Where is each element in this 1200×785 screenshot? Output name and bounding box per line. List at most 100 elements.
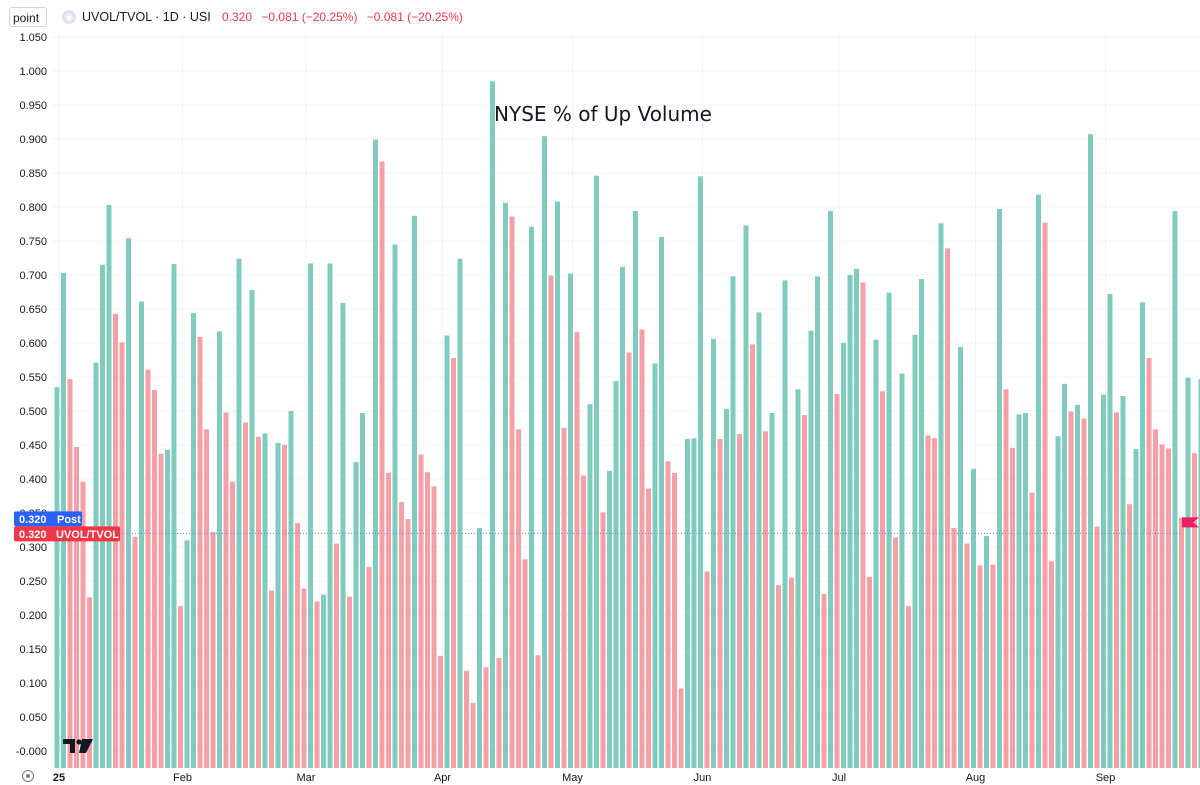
bar[interactable] [418,454,424,768]
bar[interactable] [951,527,957,768]
bar[interactable] [847,275,853,768]
bar[interactable] [678,688,684,768]
bar[interactable] [1036,194,1041,768]
bar[interactable] [204,429,209,768]
bar[interactable] [886,292,892,768]
bar[interactable] [665,461,671,768]
bar[interactable] [633,211,638,768]
bar[interactable] [568,273,573,768]
bar[interactable] [314,601,320,768]
bar[interactable] [184,540,190,768]
bar[interactable] [1088,134,1093,769]
bar[interactable] [1153,429,1158,768]
bar[interactable] [1172,211,1178,768]
bar[interactable] [607,470,612,768]
bar[interactable] [802,415,807,768]
bar[interactable] [548,275,554,768]
bar[interactable] [249,289,255,768]
bar[interactable] [587,404,593,768]
bar[interactable] [795,389,801,768]
bar[interactable] [529,226,534,769]
bar[interactable] [100,264,105,768]
bar[interactable] [243,422,248,768]
bar[interactable] [431,486,437,768]
bar[interactable] [1068,411,1074,768]
bar[interactable] [353,462,359,768]
bar[interactable] [1075,404,1080,768]
tradingview-logo-icon[interactable] [62,738,94,754]
bar[interactable] [691,438,697,768]
bar[interactable] [1055,436,1061,768]
legend-title[interactable]: UVOL/TVOL · 1D · USI [82,10,211,24]
bar[interactable] [405,519,411,768]
bar[interactable] [230,481,235,768]
bar[interactable] [74,447,79,768]
bar[interactable] [451,357,456,768]
bar[interactable] [139,301,144,768]
bar[interactable] [1003,389,1009,768]
bar[interactable] [67,379,73,768]
bar[interactable] [737,434,742,768]
bar[interactable] [373,139,378,768]
bar[interactable] [776,585,781,768]
bar[interactable] [1023,413,1028,768]
bar[interactable] [158,453,164,768]
bar[interactable] [834,394,840,768]
bar[interactable] [750,344,755,768]
bar[interactable] [197,336,203,768]
bar[interactable] [210,532,216,768]
bar[interactable] [860,282,866,768]
bar[interactable] [457,258,463,768]
bar[interactable] [906,606,911,768]
bar[interactable] [282,445,287,768]
bar[interactable] [925,435,931,768]
bar[interactable] [171,264,177,768]
bar[interactable] [821,593,827,768]
bar[interactable] [1029,492,1035,768]
bar[interactable] [496,657,502,768]
bar[interactable] [412,215,417,769]
bar[interactable] [1133,449,1139,768]
bar[interactable] [165,449,170,768]
bar[interactable] [958,347,963,768]
bar[interactable] [1114,412,1119,768]
bar[interactable] [340,302,346,768]
bar[interactable] [873,339,879,768]
bar[interactable] [366,566,372,768]
bar[interactable] [730,276,736,768]
bar[interactable] [698,176,703,768]
bar[interactable] [555,201,560,768]
bar[interactable] [867,576,872,768]
bar[interactable] [1049,561,1054,768]
timezone-settings-icon[interactable] [22,770,34,782]
bar[interactable] [217,331,222,768]
bar[interactable] [223,412,229,768]
bar[interactable] [386,472,391,768]
bar[interactable] [574,332,580,768]
bar[interactable] [685,438,690,768]
bar[interactable] [763,431,768,768]
bar[interactable] [652,363,658,768]
bar[interactable] [334,543,339,768]
bar[interactable] [1198,379,1200,768]
bar[interactable] [646,488,651,768]
bar[interactable] [1166,448,1171,768]
bar[interactable] [178,606,183,768]
bar[interactable] [1146,357,1152,768]
bar[interactable] [711,338,716,768]
bar[interactable] [399,502,404,768]
bar[interactable] [997,209,1002,769]
bar[interactable] [1159,444,1165,768]
symbol-search-input[interactable]: point [9,7,47,27]
bar[interactable] [1127,504,1132,768]
bar[interactable] [938,223,944,768]
bar[interactable] [1192,453,1197,768]
eye-icon[interactable]: ◉ [62,10,76,24]
bar[interactable] [600,512,606,768]
bar[interactable] [269,590,274,768]
bar[interactable] [132,536,138,768]
bar[interactable] [275,442,281,768]
bar[interactable] [1042,222,1048,768]
bar[interactable] [535,655,541,768]
bar[interactable] [828,211,833,768]
